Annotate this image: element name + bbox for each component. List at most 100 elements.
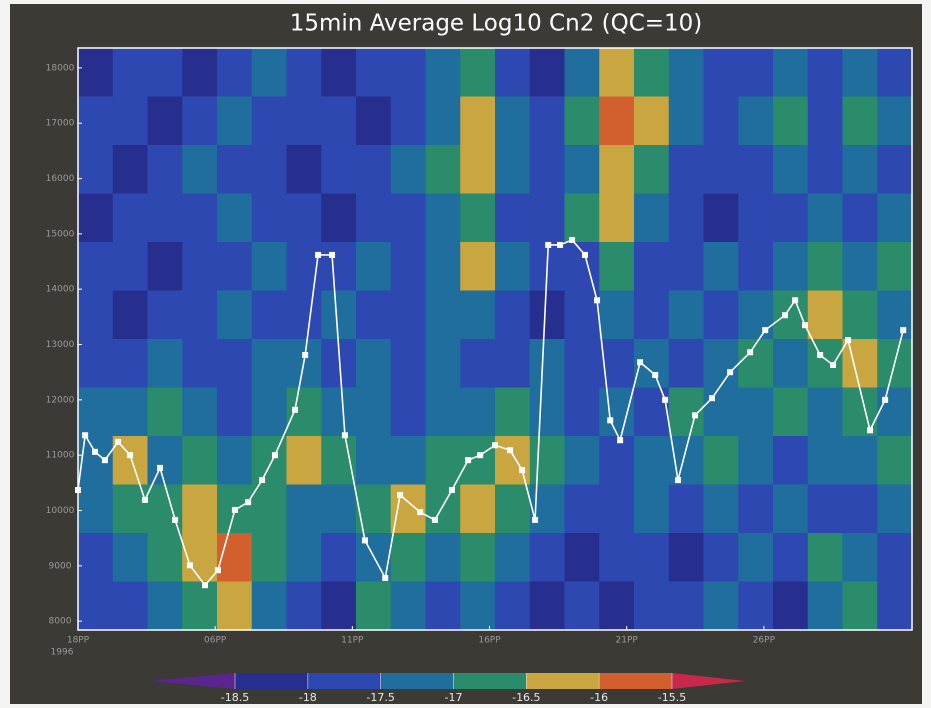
heatmap-cell <box>390 436 427 486</box>
heatmap-cell <box>217 339 253 389</box>
heatmap-cell <box>147 193 183 243</box>
heatmap-cell <box>78 533 114 583</box>
heatmap-cell <box>599 242 635 292</box>
heatmap-cell <box>495 484 531 534</box>
point-marker <box>545 241 552 248</box>
heatmap-cell <box>842 339 878 389</box>
heatmap-cell <box>425 533 461 583</box>
colorbar-segment <box>526 673 600 689</box>
y-tick-label: 18000 <box>46 63 75 73</box>
heatmap-cell <box>634 193 670 243</box>
heatmap-cell <box>807 339 844 389</box>
heatmap-cell <box>842 290 878 340</box>
heatmap-cell <box>251 436 288 486</box>
heatmap-cell <box>217 387 253 437</box>
point-marker <box>448 487 455 494</box>
heatmap-cell <box>807 581 844 631</box>
heatmap-cell <box>112 339 149 389</box>
point-marker <box>127 452 134 459</box>
point-marker <box>674 477 681 484</box>
heatmap-cell <box>182 581 218 631</box>
heatmap-cell <box>564 48 600 98</box>
heatmap-cell <box>147 581 183 631</box>
heatmap-cell <box>807 533 844 583</box>
heatmap-cell <box>356 436 392 486</box>
heatmap-cell <box>112 193 149 243</box>
heatmap-cell <box>634 96 670 146</box>
heatmap-cell <box>390 242 427 292</box>
point-marker <box>492 442 498 449</box>
colorbar-tick-label: -15.5 <box>658 691 686 704</box>
heatmap-cell <box>425 145 461 195</box>
point-marker <box>382 574 389 581</box>
heatmap-cell <box>321 96 357 146</box>
heatmap-cell <box>182 387 218 437</box>
heatmap-cell <box>738 96 774 146</box>
heatmap-cell <box>251 96 288 146</box>
heatmap-cell <box>668 581 705 631</box>
heatmap-cell <box>703 290 739 340</box>
heatmap-cell <box>877 145 913 195</box>
heatmap-cell <box>807 145 844 195</box>
heatmap-cell <box>842 96 878 146</box>
heatmap-cell <box>425 242 461 292</box>
heatmap-cell <box>286 484 322 534</box>
heatmap-cell <box>634 242 670 292</box>
heatmap-cell <box>564 339 600 389</box>
heatmap-cell <box>321 193 357 243</box>
line-series <box>75 236 907 589</box>
y-tick-label: 17000 <box>46 119 75 129</box>
heatmap-cell <box>217 436 253 486</box>
heatmap-cell <box>807 242 844 292</box>
heatmap-cell <box>564 96 600 146</box>
heatmap-cell <box>703 145 739 195</box>
heatmap-cell <box>599 96 635 146</box>
point-marker <box>900 327 907 334</box>
point-marker <box>637 359 644 366</box>
heatmap-cell <box>217 96 253 146</box>
colorbar-segment <box>307 673 381 689</box>
point-marker <box>259 477 266 484</box>
heatmap-cell <box>425 290 461 340</box>
heatmap-cell <box>182 484 218 534</box>
heatmap-cell <box>773 193 809 243</box>
heatmap-cell <box>217 581 253 631</box>
colorbar-segment <box>672 673 745 689</box>
colorbar-segment <box>380 673 454 689</box>
point-marker <box>817 352 824 359</box>
point-marker <box>882 396 889 403</box>
heatmap-cell <box>877 387 913 437</box>
heatmap-cell <box>78 581 114 631</box>
heatmap-cell <box>251 581 288 631</box>
heatmap-cell <box>877 290 913 340</box>
point-marker <box>802 322 809 329</box>
heatmap-cell <box>773 145 809 195</box>
heatmap-cell <box>286 96 322 146</box>
x-axis-year: 1996 <box>51 648 74 658</box>
heatmap-cell <box>321 484 357 534</box>
point-marker <box>157 464 164 471</box>
heatmap-cell <box>738 484 774 534</box>
heatmap-cell <box>147 339 183 389</box>
heatmap-cell <box>773 484 809 534</box>
heatmap-cell <box>599 48 635 98</box>
heatmap-cell <box>321 387 357 437</box>
heatmap-cell <box>738 436 774 486</box>
heatmap-cell <box>356 193 392 243</box>
point-marker <box>101 457 108 464</box>
heatmap-cell <box>738 242 774 292</box>
heatmap-cell <box>147 290 183 340</box>
heatmap-cell <box>529 387 566 437</box>
heatmap-cell <box>529 48 566 98</box>
heatmap-cell <box>773 581 809 631</box>
heatmap-cell <box>495 48 531 98</box>
heatmap-cell <box>877 484 913 534</box>
heatmap-cell <box>529 96 566 146</box>
heatmap-cell <box>773 533 809 583</box>
heatmap-cell <box>807 96 844 146</box>
heatmap-cell <box>703 484 739 534</box>
heatmap-cell <box>495 290 531 340</box>
colorbar-segment <box>453 673 527 689</box>
point-marker <box>569 236 576 243</box>
heatmap-cell <box>460 290 496 340</box>
